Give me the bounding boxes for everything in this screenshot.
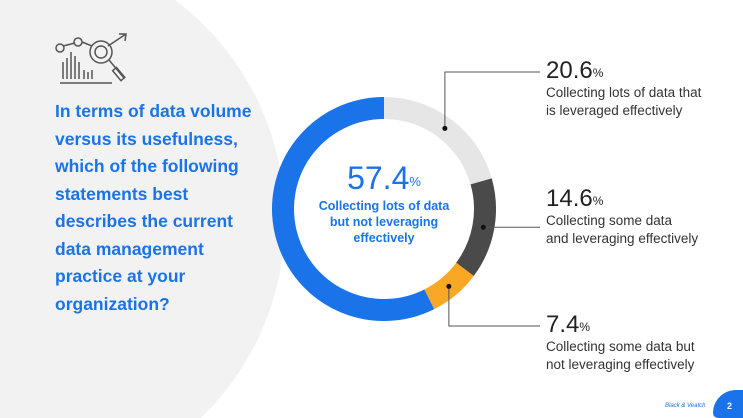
callout-dot [446, 283, 452, 289]
center-value-unit: % [409, 174, 421, 189]
callout-value: 20.6 [546, 57, 593, 84]
callout-7-4: 7.4% Collecting some data but not levera… [546, 312, 736, 374]
center-description: Collecting lots of data but not leveragi… [318, 199, 450, 245]
donut-slice [272, 97, 435, 321]
callout-unit: % [592, 194, 604, 208]
data-analytics-icon [55, 33, 127, 84]
callout-text: and leveraging effectively [546, 231, 699, 246]
donut-center-label: 57.4% Collecting lots of data but not le… [314, 160, 454, 246]
callout-text: Collecting some data [546, 213, 673, 228]
center-value-number: 57.4 [347, 160, 410, 196]
callout-20-6: 20.6% Collecting lots of data that is le… [546, 58, 736, 120]
callout-leader-line [444, 71, 540, 129]
callout-value: 7.4 [546, 311, 580, 338]
callout-leader-line [448, 286, 540, 327]
callout-14-6: 14.6% Collecting some data and leveragin… [546, 186, 736, 248]
callout-unit: % [592, 66, 604, 80]
callout-dot [480, 224, 486, 230]
callout-text: Collecting lots of data that [546, 85, 702, 100]
survey-question: In terms of data volume versus its usefu… [55, 101, 252, 314]
callout-text: is leveraged effectively [546, 103, 683, 118]
donut-slice [424, 262, 474, 310]
callout-dot [442, 125, 448, 131]
center-value: 57.4% [314, 160, 454, 196]
callout-value: 14.6 [546, 185, 593, 212]
brand-footer: Black & Veatch [665, 403, 706, 409]
background-shape [0, 0, 285, 418]
callout-text: not leveraging effectively [546, 357, 695, 372]
callout-text: Collecting some data but [546, 339, 695, 354]
callout-unit: % [579, 320, 591, 334]
